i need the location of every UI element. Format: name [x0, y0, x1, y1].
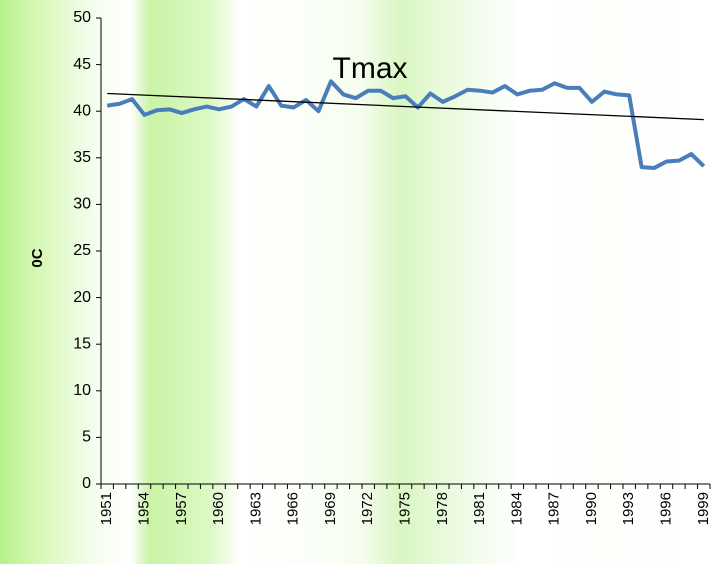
y-tick-label: 35	[73, 149, 91, 166]
y-tick-label: 25	[73, 242, 91, 259]
x-tick-label: 1990	[583, 492, 600, 525]
y-tick-label: 10	[73, 382, 91, 399]
x-tick-label: 1951	[98, 492, 115, 525]
x-tick-label: 1975	[396, 492, 413, 525]
trend-line	[107, 92, 704, 121]
x-tick-label: 1978	[434, 492, 451, 525]
y-tick-label: 40	[73, 102, 91, 119]
y-tick-label: 50	[73, 9, 91, 26]
x-tick-label: 1957	[173, 492, 190, 525]
y-tick-label: 5	[82, 429, 91, 446]
data-line	[106, 79, 706, 171]
x-tick-label: 1984	[508, 492, 525, 525]
x-tick-label: 1999	[695, 492, 712, 525]
x-tick-label: 1993	[620, 492, 637, 525]
y-tick-label: 20	[73, 289, 91, 306]
y-tick-label: 15	[73, 335, 91, 352]
y-tick-label: 30	[73, 196, 91, 213]
y-tick-label: 45	[73, 56, 91, 73]
x-tick-label: 1954	[135, 492, 152, 525]
x-tick-label: 1963	[247, 492, 264, 525]
x-tick-label: 1981	[471, 492, 488, 525]
x-tick-label: 1996	[657, 492, 674, 525]
y-tick-label: 0	[82, 475, 91, 492]
x-tick-label: 1972	[359, 492, 376, 525]
x-tick-label: 1960	[210, 492, 227, 525]
y-axis-label: 0C	[29, 248, 46, 267]
x-tick-label: 1969	[322, 492, 339, 525]
x-tick-label: 1987	[546, 492, 563, 525]
chart-title: Tmax	[333, 52, 408, 85]
x-tick-label: 1966	[285, 492, 302, 525]
